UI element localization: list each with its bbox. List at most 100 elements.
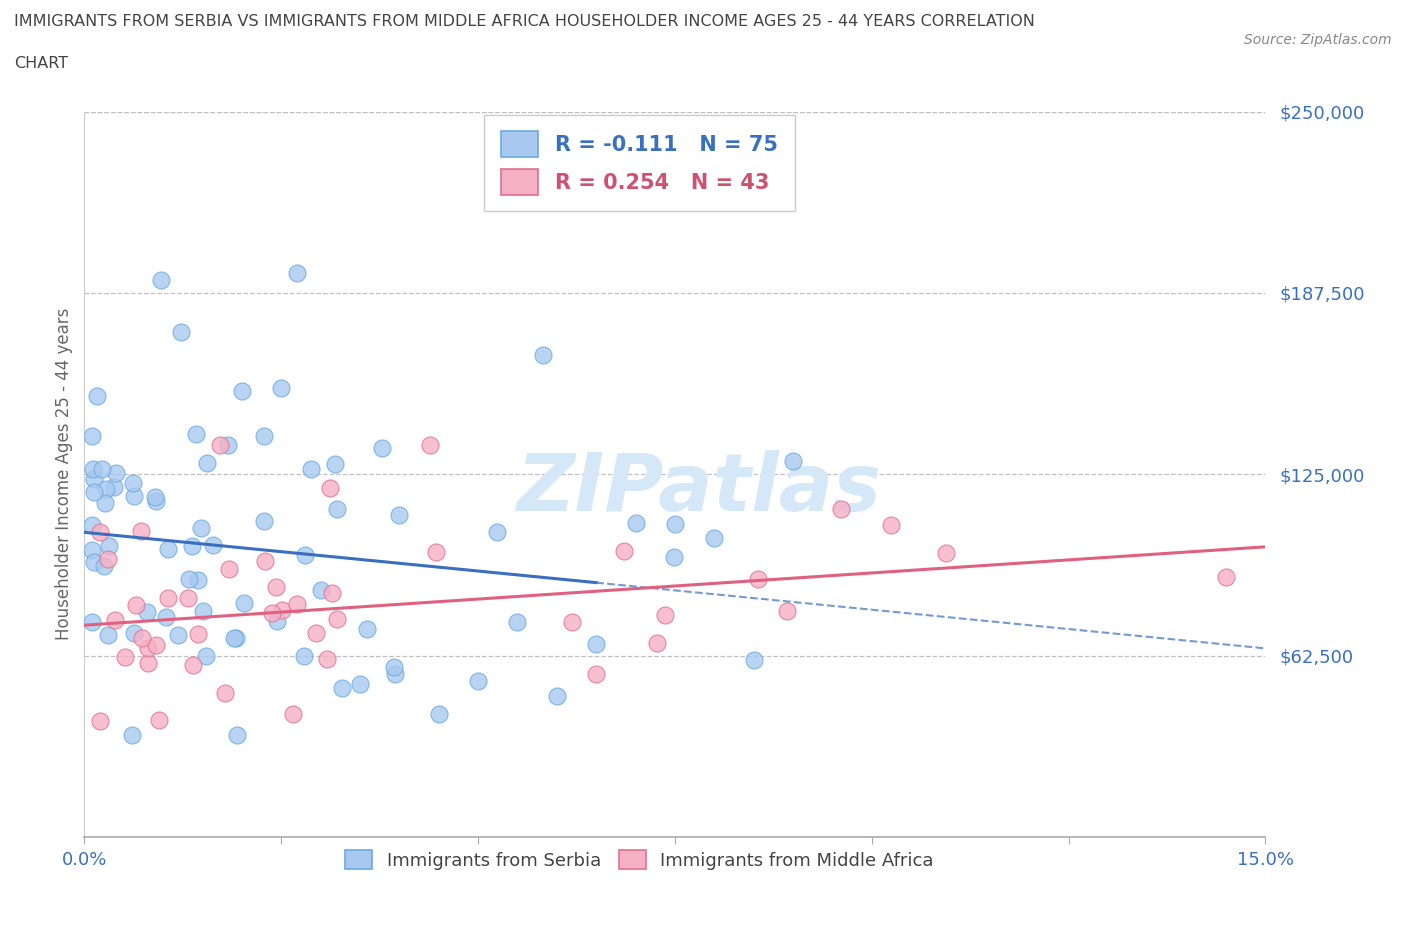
Point — [664, 517, 686, 532]
Point — [124, 625, 146, 640]
Point — [190, 521, 212, 536]
Point — [82, 462, 104, 477]
Point — [316, 652, 339, 667]
Point — [104, 466, 127, 481]
Point — [266, 614, 288, 629]
Point — [330, 680, 353, 695]
Point — [83, 472, 105, 486]
Point — [370, 441, 392, 456]
Point — [270, 603, 292, 618]
Point — [1215, 570, 1237, 585]
Point — [624, 515, 647, 530]
Point — [830, 501, 852, 516]
Point — [260, 605, 283, 620]
Point — [148, 712, 170, 727]
Point — [82, 429, 104, 444]
Text: IMMIGRANTS FROM SERBIA VS IMMIGRANTS FROM MIDDLE AFRICA HOUSEHOLDER INCOME AGES : IMMIGRANTS FROM SERBIA VS IMMIGRANTS FRO… — [14, 14, 1035, 29]
Point — [384, 667, 406, 682]
Point — [89, 713, 111, 728]
Point — [309, 582, 332, 597]
Point — [195, 456, 218, 471]
Point — [136, 641, 159, 656]
Point — [82, 518, 104, 533]
Point — [217, 438, 239, 453]
Point — [319, 480, 342, 495]
Point — [645, 635, 668, 650]
Point — [294, 548, 316, 563]
Point — [96, 482, 118, 497]
Point — [91, 461, 114, 476]
Point — [531, 348, 554, 363]
Point — [225, 631, 247, 645]
Point — [561, 615, 583, 630]
Point — [177, 591, 200, 606]
Point — [662, 550, 685, 565]
Point — [742, 652, 765, 667]
Point — [187, 572, 209, 587]
Point — [83, 485, 105, 499]
Point — [264, 580, 287, 595]
Point — [305, 625, 328, 640]
Point — [93, 559, 115, 574]
Point — [388, 508, 411, 523]
Point — [321, 585, 343, 600]
Point — [89, 525, 111, 539]
Point — [419, 438, 441, 453]
Point — [155, 609, 177, 624]
Point — [467, 673, 489, 688]
Point — [167, 628, 190, 643]
Point — [880, 517, 903, 532]
Point — [125, 598, 148, 613]
Point — [270, 381, 292, 396]
Point — [935, 546, 957, 561]
Point — [180, 538, 202, 553]
Point — [209, 438, 232, 453]
Point — [326, 611, 349, 626]
Point — [292, 648, 315, 663]
Text: CHART: CHART — [14, 56, 67, 71]
Point — [177, 571, 200, 586]
Point — [121, 728, 143, 743]
Point — [218, 562, 240, 577]
Point — [184, 427, 207, 442]
Point — [145, 637, 167, 652]
Text: ZIPatlas: ZIPatlas — [516, 450, 882, 528]
Point — [349, 677, 371, 692]
Point — [143, 490, 166, 505]
Point — [97, 551, 120, 566]
Point — [782, 454, 804, 469]
Point — [145, 494, 167, 509]
Point — [285, 597, 308, 612]
Point — [585, 637, 607, 652]
Point — [82, 614, 104, 629]
Point — [776, 603, 799, 618]
Point — [122, 489, 145, 504]
Point — [187, 627, 209, 642]
Point — [82, 543, 104, 558]
Point — [97, 538, 120, 553]
Point — [486, 525, 509, 539]
Point — [546, 689, 568, 704]
Legend: Immigrants from Serbia, Immigrants from Middle Africa: Immigrants from Serbia, Immigrants from … — [336, 842, 943, 879]
Point — [506, 614, 529, 629]
Text: Source: ZipAtlas.com: Source: ZipAtlas.com — [1244, 33, 1392, 46]
Point — [281, 707, 304, 722]
Point — [299, 462, 322, 477]
Point — [156, 541, 179, 556]
Point — [285, 266, 308, 281]
Point — [131, 631, 153, 645]
Point — [169, 325, 191, 339]
Point — [136, 604, 159, 619]
Point — [83, 554, 105, 569]
Point — [150, 272, 173, 287]
Point — [122, 476, 145, 491]
Point — [224, 631, 246, 645]
Point — [193, 604, 215, 619]
Point — [96, 628, 118, 643]
Point — [104, 612, 127, 627]
Point — [253, 513, 276, 528]
Point — [585, 667, 607, 682]
Point — [747, 572, 769, 587]
Point — [138, 656, 160, 671]
Point — [86, 389, 108, 404]
